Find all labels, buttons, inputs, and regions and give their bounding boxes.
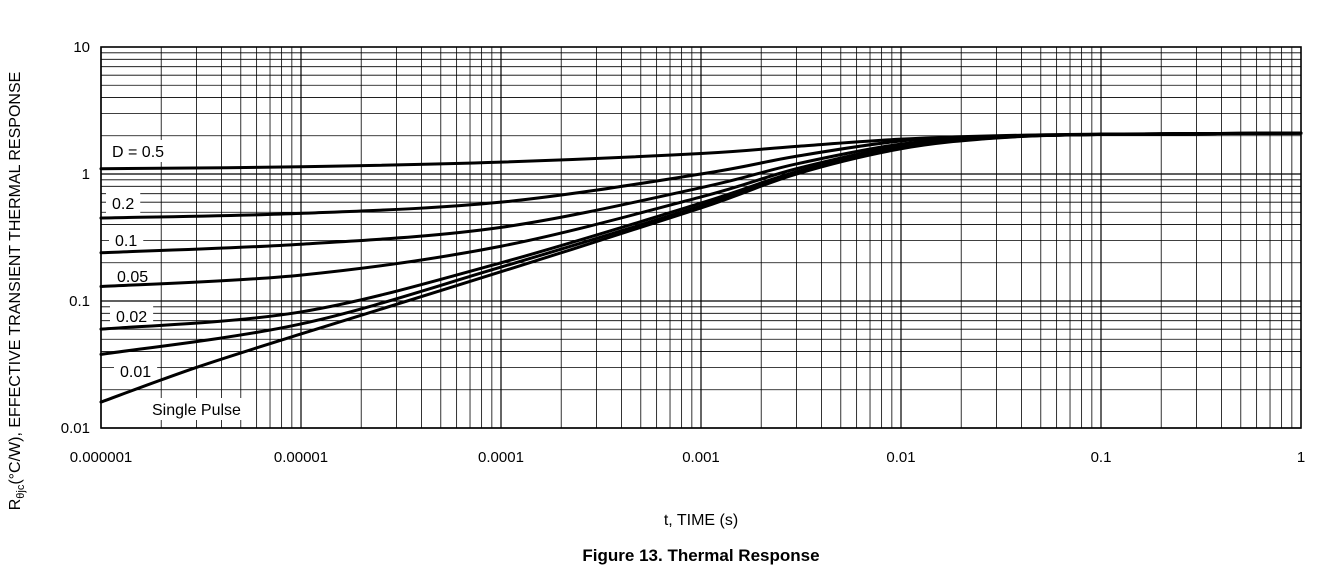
curve-label-boxes	[106, 140, 247, 420]
y-axis-title-subscript: θjc	[15, 484, 27, 499]
x-axis-tick-labels: 0.000001 0.00001 0.0001 0.001 0.01 0.1 1	[70, 449, 1305, 466]
x-tick-label: 1	[1297, 449, 1305, 466]
figure-caption: Figure 13. Thermal Response	[582, 546, 819, 565]
curve-label-box-3	[111, 265, 155, 287]
curve-label-5: 0.01	[120, 364, 151, 381]
x-tick-label: 0.000001	[70, 449, 133, 466]
y-axis-title-prefix: R	[7, 499, 24, 511]
curve-label-3: 0.05	[117, 269, 148, 286]
x-tick-label: 0.0001	[478, 449, 524, 466]
curve-label-box-6	[146, 398, 247, 420]
curve-labels: D = 0.5 0.2 0.1 0.05 0.02 0.01 Single Pulse	[112, 144, 241, 419]
curve-label-0: D = 0.5	[112, 144, 164, 161]
plot-frame	[100, 46, 1302, 429]
curve-label-2: 0.1	[115, 233, 137, 250]
curve-label-4: 0.02	[116, 309, 147, 326]
x-tick-label: 0.00001	[274, 449, 328, 466]
series-line-6	[99, 131, 1303, 404]
y-tick-label: 0.1	[69, 293, 90, 310]
curve-label-1: 0.2	[112, 196, 134, 213]
curve-label-box-5	[114, 360, 158, 382]
x-tick-label: 0.001	[682, 449, 720, 466]
curve-label-box-1	[106, 192, 141, 214]
x-tick-label: 0.01	[886, 449, 915, 466]
curve-label-box-4	[110, 305, 154, 327]
curve-label-box-0	[106, 140, 171, 162]
y-tick-label: 10	[73, 39, 90, 56]
grid	[100, 47, 1301, 429]
x-tick-label: 0.1	[1091, 449, 1112, 466]
series-lines	[99, 131, 1303, 404]
curve-label-6: Single Pulse	[152, 402, 241, 419]
y-tick-label: 1	[82, 166, 90, 183]
y-tick-label: 0.01	[61, 420, 90, 437]
x-axis-title: t, TIME (s)	[664, 512, 738, 529]
y-axis-title: Rθjc(°C/W), EFFECTIVE TRANSIENT THERMAL …	[7, 72, 27, 511]
y-axis-title-rest: (°C/W), EFFECTIVE TRANSIENT THERMAL RESP…	[7, 72, 24, 485]
curve-label-box-2	[109, 229, 144, 251]
y-axis-tick-labels: 0.01 0.1 1 10	[61, 39, 90, 437]
